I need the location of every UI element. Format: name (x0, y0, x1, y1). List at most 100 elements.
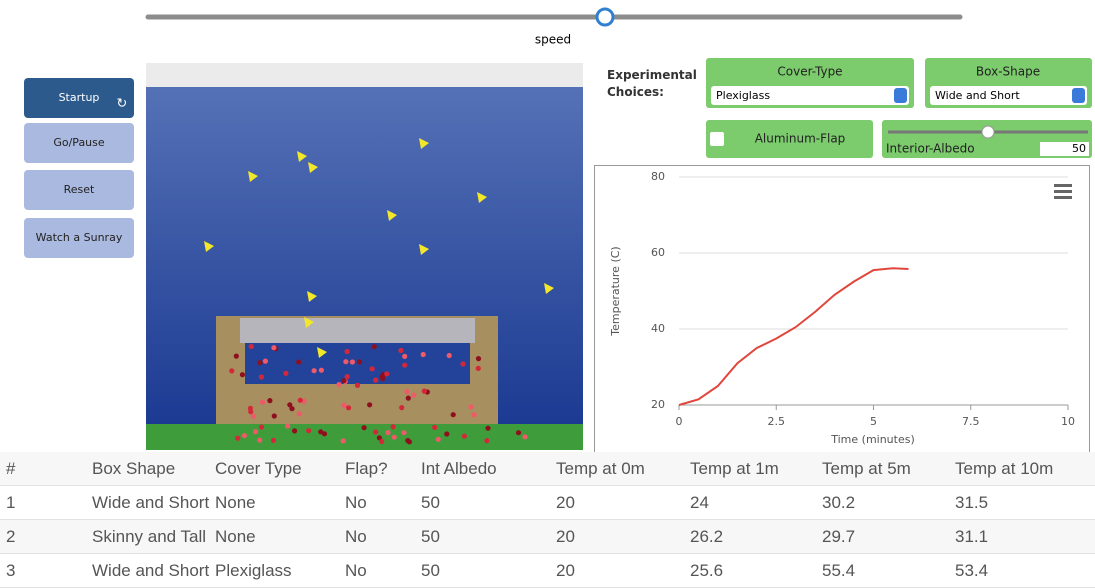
heat-particle (391, 434, 397, 440)
heat-particle (349, 359, 355, 365)
heat-particle (292, 428, 298, 434)
heat-particle (283, 370, 289, 376)
heat-particle (450, 412, 456, 418)
heat-particle (371, 344, 377, 350)
heat-particle (379, 438, 385, 445)
heat-particle (373, 429, 379, 435)
y-tick-label: 20 (651, 398, 665, 411)
button-group: Startup Go/Pause Reset Watch a Sunray ↻ (24, 78, 134, 258)
heat-particle (485, 425, 491, 431)
heat-particle (367, 402, 373, 408)
heat-particle (420, 351, 426, 358)
heat-particle (484, 438, 490, 444)
button[interactable] (24, 218, 134, 258)
table-cell: No (339, 485, 415, 520)
button[interactable] (24, 123, 134, 163)
button[interactable] (24, 78, 134, 118)
table-cell: 20 (550, 485, 684, 520)
y-tick-label: 80 (651, 170, 665, 183)
table-row: 3 Wide and Short Plexiglass No 50 20 25.6 55.4 5… (0, 553, 1095, 588)
heat-particle (468, 404, 474, 410)
sunray (297, 151, 307, 162)
cover-type-value: Plexiglass (716, 89, 770, 102)
box-shape-label: Box-Shape (976, 65, 1040, 79)
table-cell: Flap? (339, 452, 415, 486)
table-row: 2 Skinny and Tall None No 50 20 26.2 29.7 31.1 (0, 519, 1095, 554)
cover-type-select[interactable] (711, 86, 909, 105)
results-table: # Box Shape Cover Type Flap? Int Albedo Temp … (0, 452, 1095, 588)
heat-particle (318, 367, 324, 373)
slider-knob[interactable] (981, 125, 995, 139)
heat-particle (296, 359, 302, 365)
table-cell: 31.5 (949, 485, 1095, 520)
table-cell: Temp at 10m (949, 452, 1095, 486)
select-arrow (1072, 88, 1085, 103)
heat-particle (515, 430, 522, 436)
sunray (248, 171, 258, 182)
x-tick-label: 7.5 (962, 415, 980, 428)
heat-particle (257, 360, 263, 366)
button[interactable] (24, 170, 134, 210)
speed-knob[interactable] (595, 7, 615, 27)
albedo-input[interactable] (1040, 142, 1089, 156)
table-row: 1 Wide and Short None No 50 20 24 30.2 31.5 (0, 485, 1095, 520)
select-arrow (894, 88, 907, 103)
table-cell: 31.1 (949, 519, 1095, 554)
x-tick-label: 0 (676, 415, 683, 428)
table-cell: 50 (415, 519, 550, 554)
x-tick-label: 2.5 (768, 415, 786, 428)
app: speed Startup Go/Pause Reset Watch a Sunray… (24, 7, 1092, 452)
table-cell: 2 (0, 519, 86, 554)
box-shape-value: Wide and Short (935, 89, 1020, 102)
table-cell: 50 (415, 485, 550, 520)
table-cell: 20 (550, 553, 684, 588)
y-tick-label: 40 (651, 322, 665, 335)
line-series (678, 267, 909, 406)
sunray (544, 283, 554, 294)
heat-particle (341, 402, 347, 408)
table-cell: 29.7 (816, 519, 949, 554)
table-cell: Cover Type (209, 452, 339, 486)
table-cell: Plexiglass (209, 553, 339, 588)
heat-particle (271, 413, 277, 419)
box-shape-select[interactable] (930, 86, 1087, 105)
forever-icon: ↻ (117, 97, 128, 112)
sunray (317, 347, 327, 358)
sunray (307, 291, 317, 302)
table-cell: Box Shape (86, 452, 209, 486)
table-cell: Temp at 0m (550, 452, 684, 486)
heat-particle (267, 398, 273, 404)
table-cell: 3 (0, 553, 86, 588)
heat-particle (258, 374, 264, 380)
sunray (477, 192, 487, 203)
heat-particle (411, 392, 417, 398)
heat-particle (401, 430, 407, 436)
heat-particle (344, 348, 350, 355)
heat-particle (435, 436, 441, 442)
heat-particle (404, 389, 410, 395)
interior-albedo-value: 50 (1072, 142, 1086, 155)
heat-particle (287, 402, 293, 408)
checkbox[interactable] (710, 132, 724, 146)
box-cavity (245, 343, 470, 384)
table-cell: 53.4 (949, 553, 1095, 588)
x-axis-title: Time (minutes) (830, 433, 915, 446)
table-cell: 30.2 (816, 485, 949, 520)
speed-label: speed (535, 33, 571, 47)
heat-particle (252, 429, 259, 435)
table-cell: Int Albedo (415, 452, 550, 486)
heat-particle (446, 352, 452, 359)
heat-particle (297, 397, 303, 403)
heat-particle (354, 382, 361, 388)
heat-particle (460, 361, 466, 367)
table-cell: 24 (684, 485, 816, 520)
heat-particle (384, 371, 390, 377)
choices-label: Experimental Choices: (607, 68, 697, 99)
plot: 20 40 60 80 0 2.5 5 7.5 10 (651, 170, 1075, 428)
interior-albedo-label: Interior-Albedo (886, 142, 975, 156)
heat-particle (444, 431, 450, 437)
chart-menu[interactable] (1054, 184, 1072, 199)
table-cell: 55.4 (816, 553, 949, 588)
heat-particle (285, 423, 291, 429)
